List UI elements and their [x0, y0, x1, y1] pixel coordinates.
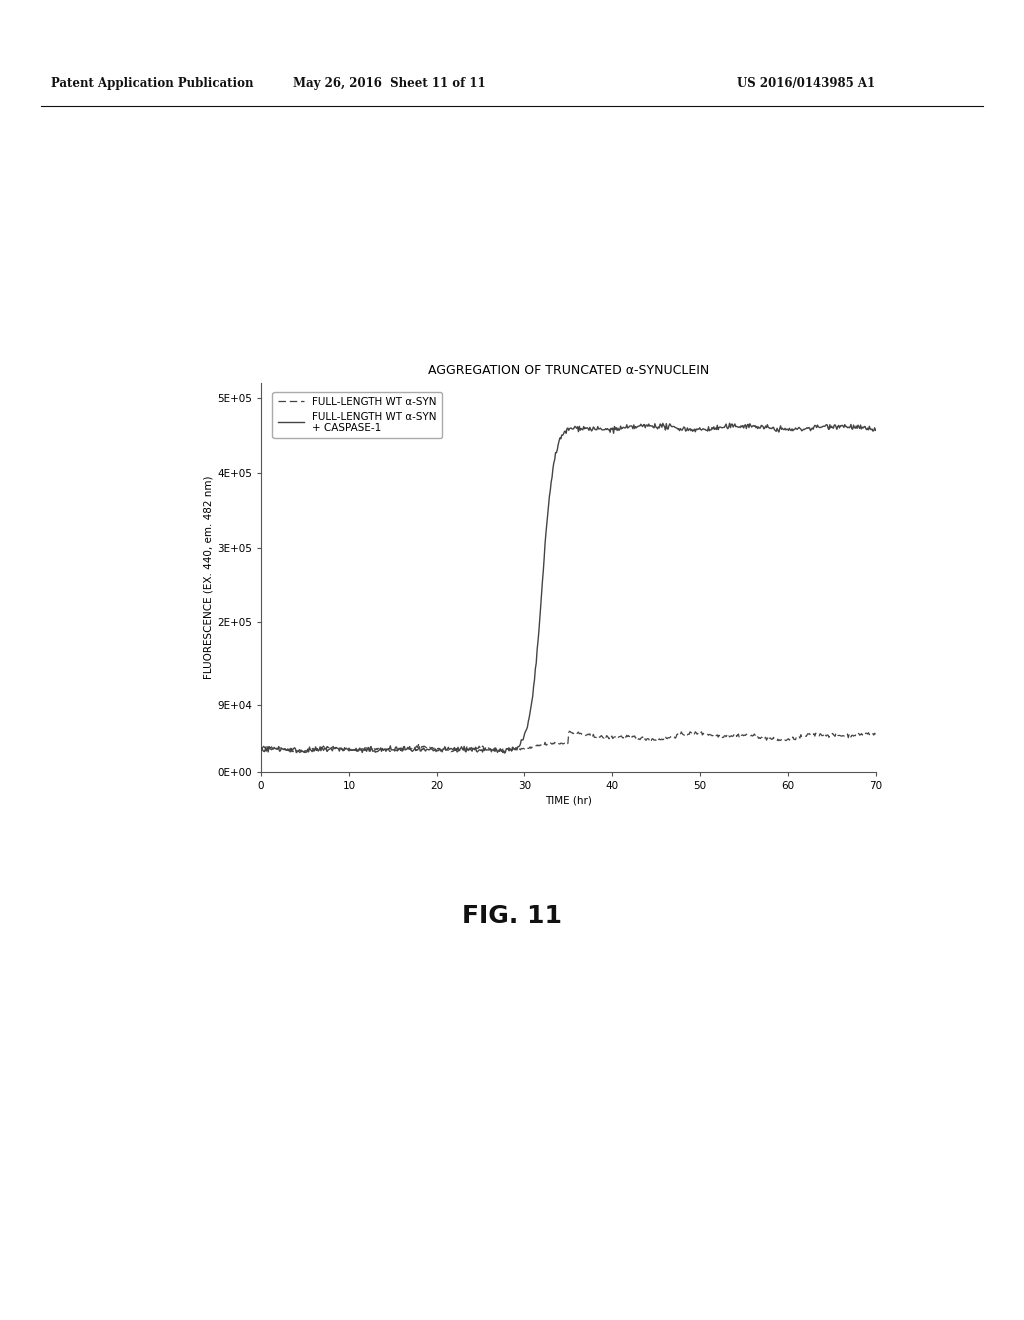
X-axis label: TIME (hr): TIME (hr)	[545, 796, 592, 805]
Y-axis label: FLUORESCENCE (EX. 440, em. 482 nm): FLUORESCENCE (EX. 440, em. 482 nm)	[203, 475, 213, 680]
Legend: FULL-LENGTH WT α-SYN, FULL-LENGTH WT α-SYN
+ CASPASE-1: FULL-LENGTH WT α-SYN, FULL-LENGTH WT α-S…	[272, 392, 441, 438]
Text: FIG. 11: FIG. 11	[462, 904, 562, 928]
Text: May 26, 2016  Sheet 11 of 11: May 26, 2016 Sheet 11 of 11	[293, 77, 485, 90]
Text: US 2016/0143985 A1: US 2016/0143985 A1	[737, 77, 876, 90]
Title: AGGREGATION OF TRUNCATED α-SYNUCLEIN: AGGREGATION OF TRUNCATED α-SYNUCLEIN	[428, 364, 709, 378]
Text: Patent Application Publication: Patent Application Publication	[51, 77, 254, 90]
